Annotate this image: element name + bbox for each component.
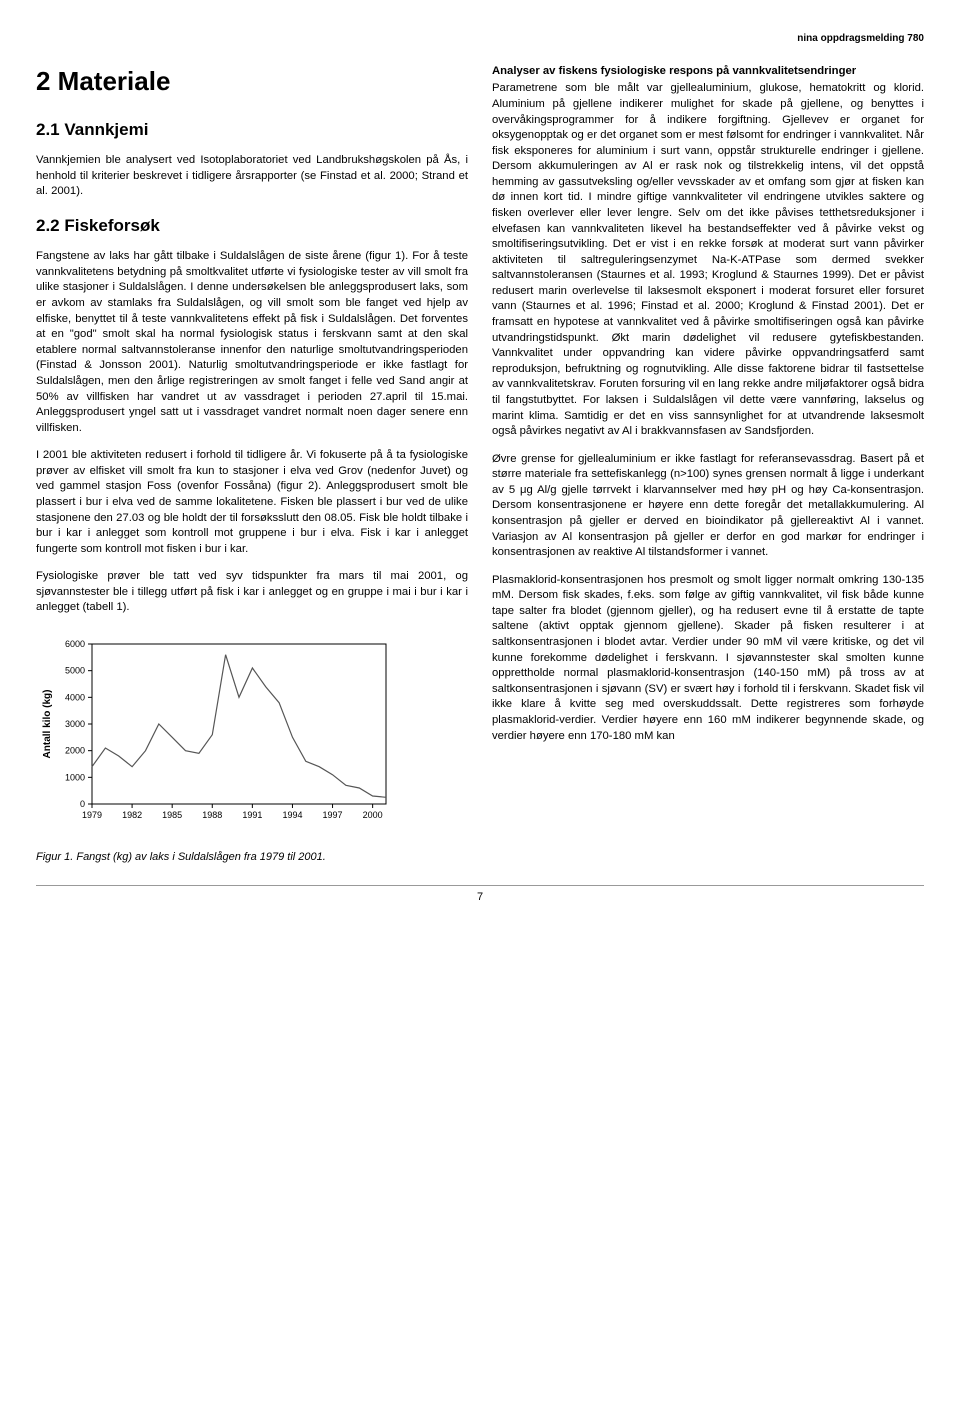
- svg-text:2000: 2000: [65, 746, 85, 756]
- right-column: Analyser av fiskens fysiologiske respons…: [492, 64, 924, 865]
- svg-text:2000: 2000: [363, 810, 383, 820]
- svg-text:1979: 1979: [82, 810, 102, 820]
- left-column: 2 Materiale 2.1 Vannkjemi Vannkjemien bl…: [36, 64, 468, 865]
- right-p3: Plasmaklorid-konsentrasjonen hos presmol…: [492, 573, 924, 744]
- page-number: 7: [36, 885, 924, 905]
- svg-text:Antall kilo (kg): Antall kilo (kg): [42, 690, 53, 759]
- svg-text:1985: 1985: [162, 810, 182, 820]
- svg-text:1982: 1982: [122, 810, 142, 820]
- svg-text:1000: 1000: [65, 772, 85, 782]
- right-p1: Parametrene som ble målt var gjellealumi…: [492, 81, 924, 439]
- sec-21-p1: Vannkjemien ble analysert ved Isotoplabo…: [36, 153, 468, 200]
- sec-22-p1: Fangstene av laks har gått tilbake i Sul…: [36, 249, 468, 436]
- figure-1-caption: Figur 1. Fangst (kg) av laks i Suldalslå…: [36, 850, 468, 865]
- svg-text:1991: 1991: [242, 810, 262, 820]
- two-column-layout: 2 Materiale 2.1 Vannkjemi Vannkjemien bl…: [36, 64, 924, 865]
- svg-text:4000: 4000: [65, 692, 85, 702]
- right-p2: Øvre grense for gjellealuminium er ikke …: [492, 452, 924, 561]
- running-head: nina oppdragsmelding 780: [36, 32, 924, 46]
- sec-22-p3: Fysiologiske prøver ble tatt ved syv tid…: [36, 569, 468, 616]
- line-chart-svg: 0 1000 2000 3000 4000 5000 6000 1979 1982 1985 198…: [36, 634, 396, 834]
- svg-text:1994: 1994: [282, 810, 302, 820]
- svg-text:1997: 1997: [323, 810, 343, 820]
- svg-text:5000: 5000: [65, 666, 85, 676]
- sec-22-p2: I 2001 ble aktiviteten redusert i forhol…: [36, 448, 468, 557]
- svg-text:0: 0: [80, 799, 85, 809]
- svg-text:6000: 6000: [65, 639, 85, 649]
- figure-1-chart: 0 1000 2000 3000 4000 5000 6000 1979 1982 1985 198…: [36, 634, 468, 840]
- analyses-heading: Analyser av fiskens fysiologiske respons…: [492, 64, 924, 80]
- chapter-title: 2 Materiale: [36, 64, 468, 100]
- svg-text:1988: 1988: [202, 810, 222, 820]
- sec-21-title: 2.1 Vannkjemi: [36, 118, 468, 141]
- sec-22-title: 2.2 Fiskeforsøk: [36, 214, 468, 237]
- svg-text:3000: 3000: [65, 719, 85, 729]
